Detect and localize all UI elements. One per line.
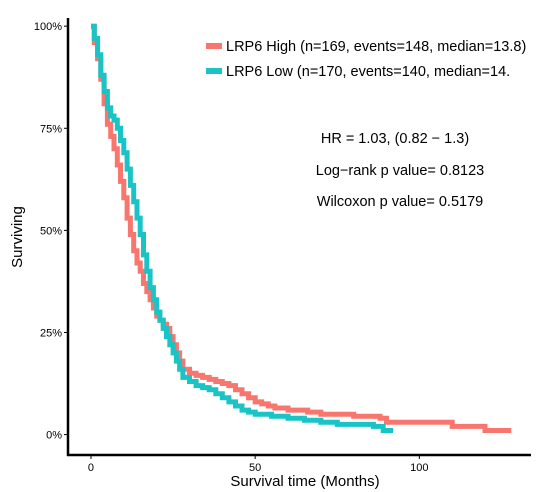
x-ticks: 0 50 100 (88, 455, 429, 474)
series-line-lrp6-high (91, 23, 512, 433)
y-tick-label: 75% (40, 123, 62, 135)
legend-label-high: LRP6 High (n=169, events=148, median=13.… (226, 39, 526, 55)
series-line-lrp6-low (91, 23, 394, 433)
logrank-annotation: Log−rank p value= 0.8123 (316, 163, 485, 179)
x-axis-title: Survival time (Months) (230, 473, 379, 490)
stats-annotations: HR = 1.03, (0.82 − 1.3) Log−rank p value… (316, 131, 485, 210)
y-axis-title: Surviving (9, 206, 26, 268)
hr-annotation: HR = 1.03, (0.82 − 1.3) (321, 131, 469, 147)
series-layer (91, 23, 512, 433)
y-tick-label: 0% (46, 430, 62, 442)
y-ticks: 0% 25% 50% 75% 100% (34, 21, 68, 442)
x-tick-label: 50 (249, 462, 261, 474)
legend: LRP6 High (n=169, events=148, median=13.… (206, 39, 526, 80)
wilcoxon-annotation: Wilcoxon p value= 0.5179 (317, 194, 483, 210)
x-tick-label: 0 (88, 462, 94, 474)
x-tick-label: 100 (410, 462, 428, 474)
y-tick-label: 50% (40, 225, 62, 237)
y-tick-label: 100% (34, 21, 62, 33)
legend-label-low: LRP6 Low (n=170, events=140, median=14. (226, 64, 510, 80)
y-tick-label: 25% (40, 327, 62, 339)
